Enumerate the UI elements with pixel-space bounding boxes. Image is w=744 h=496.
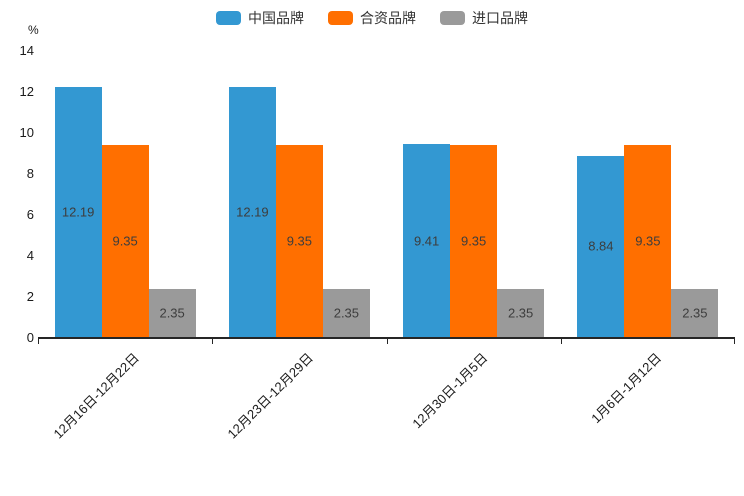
legend-item[interactable]: 中国品牌 [216,8,304,28]
plot-area: 12.19 9.35 2.35 12.19 9.35 2.35 9.41 9.35 2.35 8.… [38,50,735,344]
legend-label: 合资品牌 [360,10,416,26]
bar-value-label: 12.19 [61,204,95,220]
bar-value-label: 12.19 [236,204,269,220]
bar-value-label: 2.35 [507,305,534,321]
y-axis-tick-label: 14 [19,42,34,58]
bar-进口品牌-12月16日-12月22日: 2.35 [148,288,196,337]
bar-中国品牌-12月30日-1月5日: 9.41 [403,144,451,337]
x-axis-tick [560,339,562,344]
x-axis-category-label-text: 12月23日-12月29日 [224,350,317,442]
y-axis-tick-label: 0 [26,329,34,345]
bar-合资品牌-12月23日-12月29日: 9.35 [275,145,323,337]
legend-item[interactable]: 合资品牌 [328,8,416,28]
legend-item[interactable]: 进口品牌 [440,8,528,28]
bar-进口品牌-1月6日-1月12日: 2.35 [671,288,719,337]
legend: 中国品牌 合资品牌 进口品牌 [0,8,744,28]
y-axis-tick-label: 4 [26,247,34,263]
x-axis-category-label-text: 12月30日-1月5日 [409,350,491,432]
bar-value-label: 9.41 [413,233,440,249]
bar-合资品牌-1月6日-1月12日: 9.35 [624,145,672,337]
x-axis-tick [386,339,388,344]
y-axis-tick-label: 12 [19,83,34,99]
bar-中国品牌-12月23日-12月29日: 12.19 [228,87,276,337]
bar-value-label: 2.35 [333,305,360,321]
y-axis-tick-label: 2 [26,288,34,304]
y-axis-tick-label: 10 [19,124,34,140]
legend-color-swatch [328,11,353,25]
bar-value-label: 9.35 [112,233,138,249]
x-axis-tick [212,339,214,344]
bar-value-label: 2.35 [682,305,708,321]
bar-value-label: 8.84 [588,238,614,254]
bar-value-label: 9.35 [286,233,313,249]
legend-label: 进口品牌 [472,10,528,26]
bar-value-label: 2.35 [159,305,185,321]
bar-合资品牌-12月16日-12月22日: 9.35 [101,145,149,337]
bar-进口品牌-12月30日-1月5日: 2.35 [497,288,545,337]
bar-合资品牌-12月30日-1月5日: 9.35 [450,145,498,337]
bar-value-label: 9.35 [460,233,487,249]
legend-color-swatch [440,11,465,25]
bar-value-label: 9.35 [635,233,661,249]
bar-中国品牌-1月6日-1月12日: 8.84 [577,155,625,337]
bar-中国品牌-12月16日-12月22日: 12.19 [54,87,102,337]
legend-label: 中国品牌 [248,10,304,26]
x-axis-tick [38,339,39,344]
bar-进口品牌-12月23日-12月29日: 2.35 [322,288,370,337]
x-axis-category-label-text: 12月16日-12月22日 [50,350,142,442]
x-axis-tick [734,339,735,344]
y-axis-tick-label: 8 [26,165,34,181]
y-axis-tick-label: 6 [26,206,34,222]
y-axis-unit-label: % [28,23,39,37]
legend-color-swatch [216,11,241,25]
x-axis-category-label-text: 1月6日-1月12日 [588,350,665,427]
